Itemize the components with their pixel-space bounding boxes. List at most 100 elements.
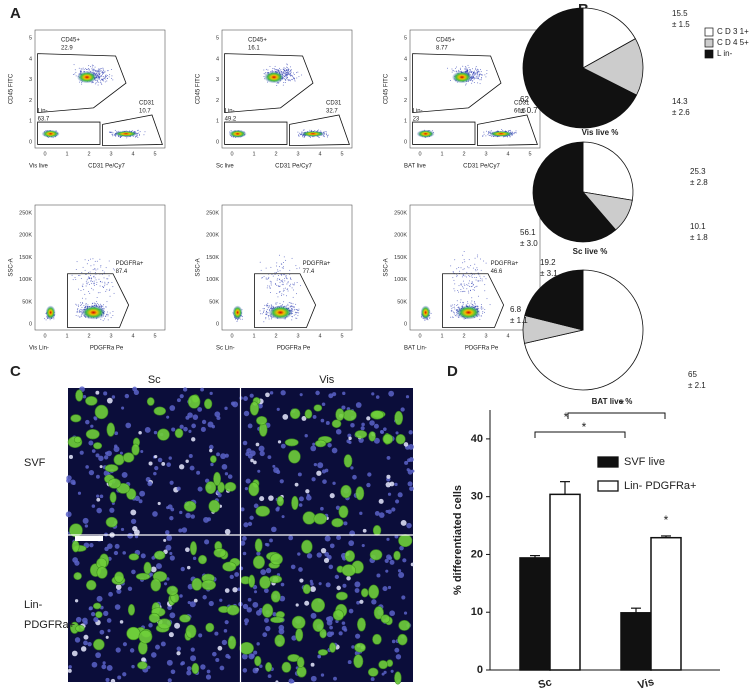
nucleus (348, 608, 354, 614)
y-tick-label: 50K (397, 299, 407, 305)
event-dot (94, 260, 96, 262)
nucleus (299, 578, 304, 583)
event-dot (452, 311, 454, 313)
nucleus (154, 466, 159, 471)
lipid-droplet (360, 588, 369, 598)
event-dot (97, 81, 99, 83)
event-dot (474, 276, 476, 278)
y-tick-label: 0 (477, 664, 483, 676)
significance-mark: * (620, 397, 625, 411)
nucleus (223, 629, 228, 633)
nucleus (180, 566, 185, 572)
lipid-droplet (329, 642, 337, 653)
event-dot (81, 83, 83, 85)
sample-label: Vis Lin- (29, 346, 49, 352)
event-dot (87, 304, 89, 306)
event-dot (78, 288, 80, 290)
nucleus (263, 588, 269, 594)
lipid-droplet (368, 431, 376, 442)
event-dot (100, 82, 102, 84)
lipid-droplet (95, 611, 103, 619)
event-dot (104, 285, 106, 287)
event-dot (296, 312, 298, 314)
gate-value: 66.6 (514, 108, 526, 114)
sample-label: Sc Lin- (216, 346, 235, 352)
nucleus (348, 540, 355, 547)
event-dot (101, 304, 103, 306)
event-dot (270, 281, 272, 283)
event-dot (75, 278, 77, 280)
legend-label: Lin- PDGFRa+ (624, 480, 696, 492)
event-dot (94, 70, 96, 72)
nucleus (342, 391, 346, 396)
event-dot (92, 65, 94, 67)
event-dot (479, 73, 481, 75)
pie-slice (582, 38, 644, 96)
y-tick-label: 1 (404, 119, 407, 125)
density-hotspot (41, 129, 60, 138)
y-tick-label: 250K (394, 210, 407, 216)
event-dot (481, 280, 483, 282)
event-dot (476, 267, 478, 269)
event-dot (277, 270, 279, 272)
event-dot (474, 263, 476, 265)
event-dot (292, 289, 294, 291)
event-dot (96, 74, 98, 76)
nucleus (405, 395, 410, 399)
nucleus (264, 617, 269, 623)
pie-slice (524, 269, 584, 331)
lipid-droplet (291, 615, 306, 630)
event-dot (77, 308, 79, 310)
lipid-droplet (368, 584, 380, 599)
event-dot (281, 263, 283, 265)
event-dot (81, 70, 83, 72)
event-dot (513, 133, 515, 135)
event-dot (288, 301, 290, 303)
event-dot (282, 280, 284, 282)
event-dot (473, 71, 475, 73)
event-dot (314, 130, 316, 132)
lipid-droplet (227, 635, 237, 650)
event-dot (472, 267, 474, 269)
lipid-droplet (201, 579, 217, 591)
nucleus (291, 635, 297, 641)
nucleus (88, 606, 93, 611)
event-dot (460, 299, 462, 301)
y-tick-label: 3 (216, 77, 219, 83)
nucleus (96, 494, 100, 498)
event-dot (288, 72, 290, 74)
event-dot (109, 74, 111, 76)
nucleus (105, 677, 110, 682)
nucleus (253, 503, 259, 509)
x-tick-label: 4 (318, 151, 321, 157)
event-dot (282, 68, 284, 70)
event-dot (95, 82, 97, 84)
plot-frame (409, 204, 541, 331)
nucleus (98, 455, 104, 462)
nucleus (338, 631, 343, 636)
nucleus (352, 474, 357, 480)
lipid-droplet (113, 454, 125, 466)
event-dot (287, 71, 289, 73)
nucleus (170, 669, 176, 675)
event-dot (265, 277, 267, 279)
event-dot (471, 285, 473, 287)
nucleus (276, 407, 280, 411)
density-hotspot (416, 129, 435, 138)
nucleus (101, 664, 107, 670)
event-dot (474, 269, 476, 271)
event-dot (467, 284, 469, 286)
event-dot (80, 314, 82, 316)
event-dot (452, 316, 454, 318)
event-dot (278, 69, 280, 71)
event-dot (290, 80, 292, 82)
nucleus (334, 574, 340, 580)
event-dot (285, 66, 287, 68)
nucleus (244, 487, 249, 491)
significance-mark: * (664, 513, 669, 527)
nucleus (170, 507, 175, 512)
event-dot (138, 134, 140, 136)
nucleus (102, 661, 106, 665)
event-dot (475, 75, 477, 77)
nucleus (227, 474, 233, 479)
